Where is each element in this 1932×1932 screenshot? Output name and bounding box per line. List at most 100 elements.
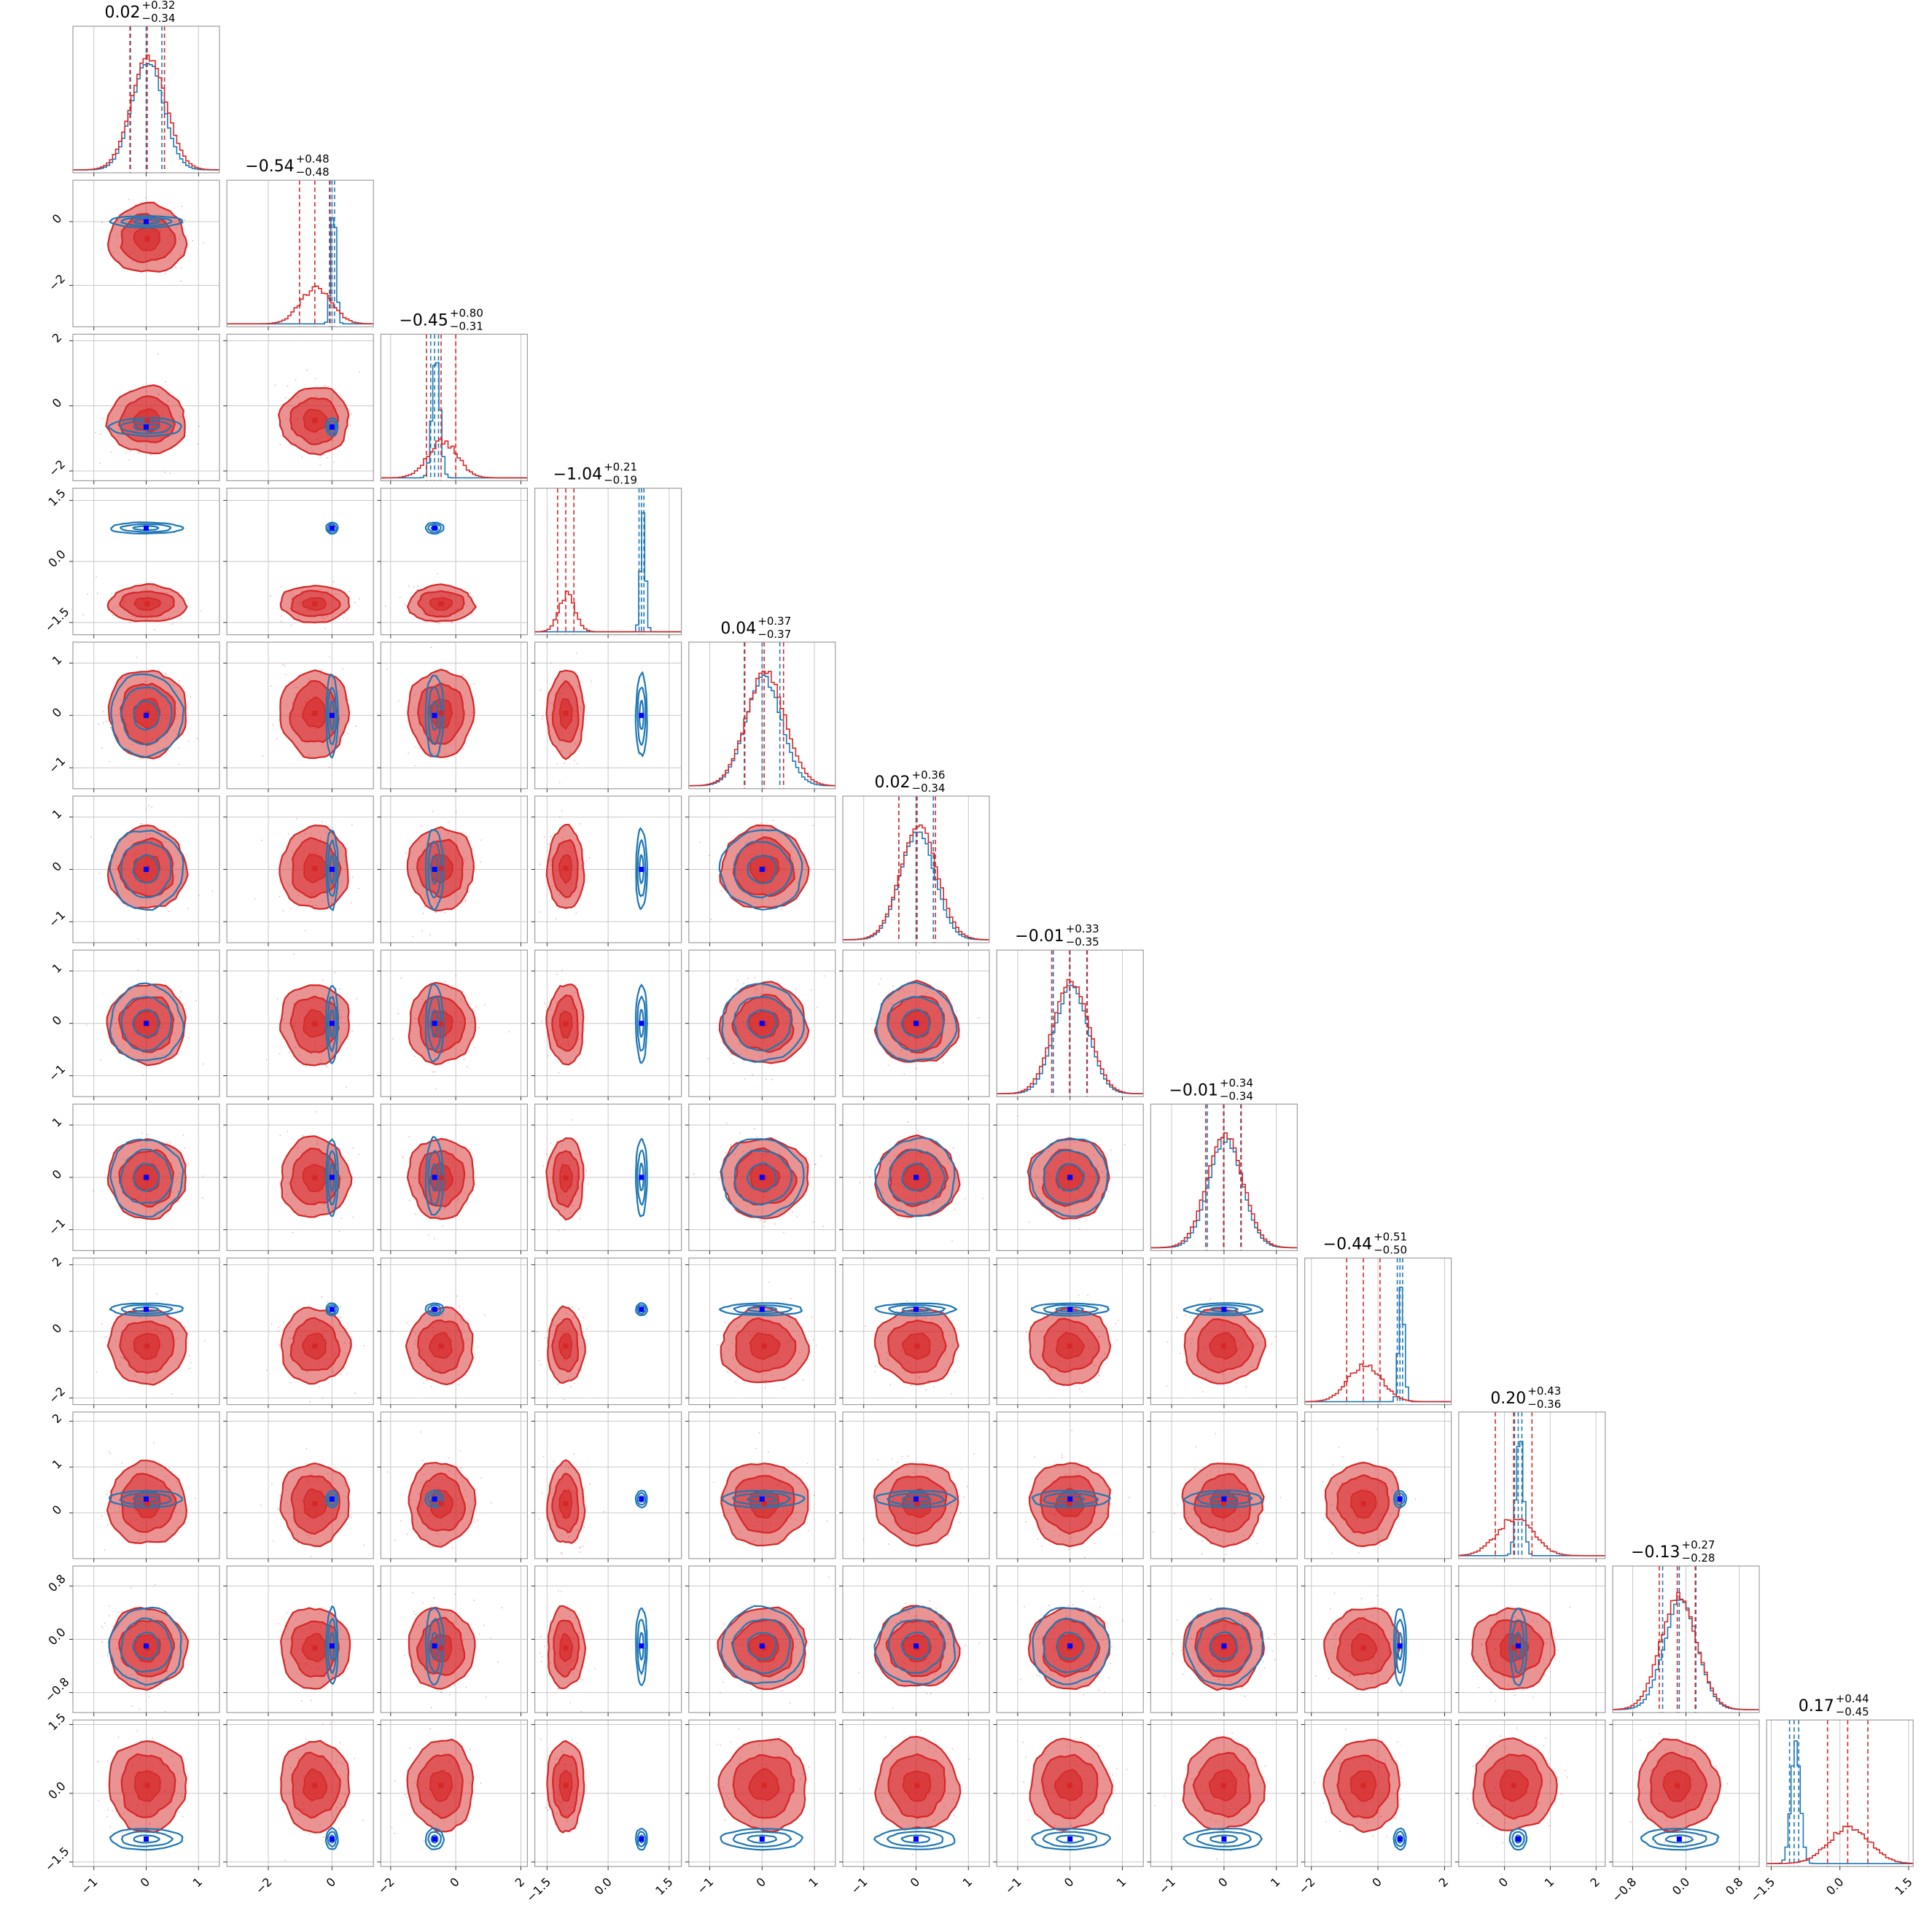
sample-point [1061,1454,1063,1456]
sample-point [550,1142,552,1144]
sample-point [101,747,103,749]
sample-point [362,1820,364,1822]
sample-point [826,1520,828,1522]
sample-point [326,1066,328,1068]
sample-point [198,895,200,897]
sample-point [1333,1472,1334,1474]
sample-point [182,1134,184,1136]
sample-point [743,983,744,984]
sample-point [1099,1607,1101,1608]
sample-point [561,970,564,972]
red-marker [563,1343,569,1349]
param-title-minus: −0.37 [757,628,791,641]
panel-11-1 [223,1719,374,1871]
red-marker [312,1645,318,1651]
sample-point [175,267,177,269]
panel-9-7 [1147,1411,1298,1562]
red-marker [312,1500,318,1506]
sample-point [540,1661,542,1663]
sample-point [916,1067,917,1070]
param-title-minus: −0.35 [1066,935,1099,949]
panel-content [534,488,682,635]
sample-point [101,1641,104,1643]
sample-point [109,1826,112,1828]
panel-content [73,796,219,943]
param-title-value: 0.02 [875,774,911,792]
sample-point [480,861,481,863]
sample-point [331,827,333,829]
blue-contour [426,1617,442,1674]
sample-point [342,668,344,670]
sample-point [311,1699,312,1702]
blue-contour [634,1489,648,1508]
sample-point [400,1520,402,1522]
sample-point [1094,1543,1096,1544]
blue-contour [636,1492,647,1506]
sample-point [363,1544,365,1546]
red-marker [144,1500,150,1506]
sample-point [347,699,349,701]
sample-point [112,615,114,617]
hist-panel-0: 0.02 +0.32−0.34 [72,0,220,176]
sample-point [1263,1667,1266,1669]
sample-point [352,1216,354,1218]
panel-content [688,1258,835,1405]
blue-contour [634,671,648,758]
sample-point [180,280,182,282]
blue-contour [747,1306,777,1312]
sample-point [874,1365,876,1367]
sample-point [279,1494,281,1496]
panel-9-0 [69,1411,220,1562]
panel-3-2 [377,487,529,639]
sample-point [575,912,577,914]
sample-point [201,1197,203,1199]
sample-point [465,1686,467,1688]
sample-point [392,1038,394,1040]
sample-point [154,1584,156,1586]
truth-marker [329,867,335,872]
hist-panel-5: 0.02 +0.36−0.34 [842,768,990,946]
sample-point [1279,1497,1282,1498]
param-title-value: 0.02 [105,4,141,22]
panel-7-4 [685,1103,836,1255]
blue-contour [425,1827,445,1850]
sample-point [823,975,825,977]
sample-point [423,906,425,908]
sample-point [735,1381,737,1383]
panel-content [73,180,219,327]
panel-content [997,1258,1144,1405]
sample-point [1176,1317,1177,1318]
blue-contour [888,1304,947,1315]
hist-panel-4: 0.04 +0.37−0.37 [688,615,836,792]
sample-point [952,1147,954,1149]
sample-point [106,720,107,722]
blue-contour [325,1302,339,1317]
sample-point [719,1691,721,1694]
sample-point [176,1309,179,1311]
sample-point [324,384,326,386]
sample-point [806,1661,808,1663]
sample-point [747,977,749,979]
panel-content [1150,1411,1298,1559]
sample-point [887,1064,889,1067]
sample-point [1314,1675,1317,1677]
sample-point [284,665,286,666]
param-title-minus: −0.48 [296,165,330,179]
sample-point [462,1055,464,1057]
sample-point [165,1710,166,1713]
sample-point [110,451,112,453]
panel-content [534,1566,682,1713]
sample-point [400,977,402,979]
param-title-value: 0.20 [1490,1390,1526,1408]
sample-point [178,763,180,766]
blue-contour [733,1150,793,1206]
sample-point [489,1637,491,1639]
sample-point [414,1213,416,1215]
blue-contour [424,674,445,757]
sample-point [553,1460,555,1462]
sample-point [888,1543,889,1545]
panel-7-3 [531,1103,682,1255]
sample-point [464,900,467,902]
sample-point [122,585,124,587]
sample-point [1110,1149,1112,1151]
